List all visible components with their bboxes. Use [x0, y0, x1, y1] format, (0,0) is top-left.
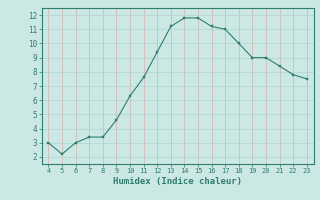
X-axis label: Humidex (Indice chaleur): Humidex (Indice chaleur) [113, 177, 242, 186]
